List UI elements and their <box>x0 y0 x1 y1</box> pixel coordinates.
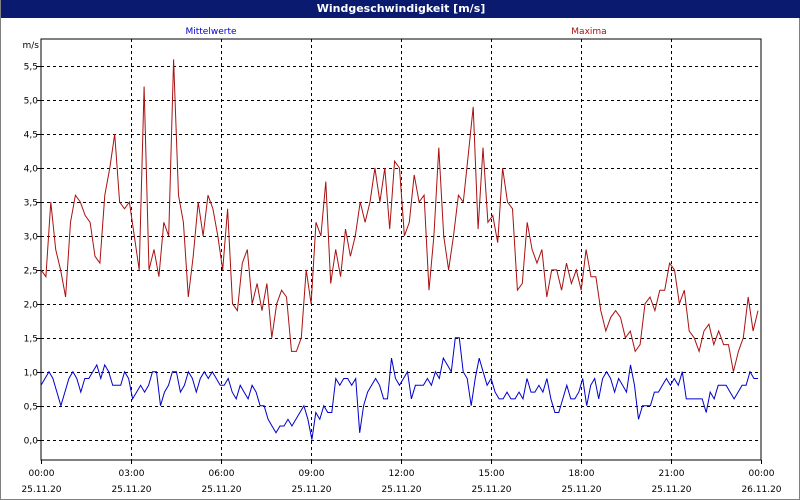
y-tick-label: 3,5 <box>24 199 38 209</box>
y-tick-label: 5,0 <box>24 97 39 107</box>
x-tick-time-label: 15:00 <box>479 469 505 479</box>
y-tick-labels: 0,0 0,5 1,0 1,5 2,0 2,5 3,0 3,5 4,0 4,5 5,0 5,5 <box>24 63 41 447</box>
y-axis-unit: m/s <box>23 41 40 51</box>
x-tick-time-label: 21:00 <box>659 469 685 479</box>
y-tick-label: 1,0 <box>24 369 39 379</box>
x-tick-date-label: 25.11.20 <box>651 485 691 495</box>
x-tick-date-label: 25.11.20 <box>561 485 601 495</box>
y-tick-label: 0,0 <box>24 437 39 447</box>
legend-mean-label: Mittelwerte <box>185 27 236 37</box>
y-tick-label: 2,0 <box>24 301 39 311</box>
series-lines <box>40 59 759 440</box>
x-tick-time-label: 06:00 <box>209 469 235 479</box>
mean-series-line <box>40 337 758 440</box>
y-tick-label: 0,5 <box>24 403 38 413</box>
x-tick-date-label: 25.11.20 <box>381 485 421 495</box>
max-series-line <box>40 59 759 372</box>
x-tick-time-label: 03:00 <box>119 469 145 479</box>
x-tick-date-label: 26.11.20 <box>741 485 781 495</box>
x-tick-date-label: 25.11.20 <box>111 485 151 495</box>
y-tick-label: 4,0 <box>24 165 39 175</box>
x-tick-date-label: 25.11.20 <box>201 485 241 495</box>
window-title: Windgeschwindigkeit [m/s] <box>1 0 800 18</box>
x-tick-time-label: 09:00 <box>299 469 325 479</box>
y-tick-label: 1,5 <box>24 335 38 345</box>
x-tick-date-label: 25.11.20 <box>471 485 511 495</box>
x-tick-time-label: 18:00 <box>569 469 595 479</box>
x-tick-time-label: 12:00 <box>389 469 415 479</box>
y-tick-label: 3,0 <box>24 233 39 243</box>
grid-lines <box>41 39 761 460</box>
y-tick-label: 4,5 <box>24 131 38 141</box>
x-tick-date-label: 25.11.20 <box>291 485 331 495</box>
x-tick-date-label: 25.11.20 <box>21 485 61 495</box>
x-tick-labels: 00:00 25.11.20 03:00 25.11.20 06:00 25.11.20 0… <box>21 460 782 495</box>
x-tick-time-label: 00:00 <box>749 469 775 479</box>
y-tick-label: 5,5 <box>24 63 38 73</box>
y-tick-label: 2,5 <box>24 267 38 277</box>
x-tick-time-label: 00:00 <box>29 469 55 479</box>
legend-max-label: Maxima <box>571 27 606 37</box>
